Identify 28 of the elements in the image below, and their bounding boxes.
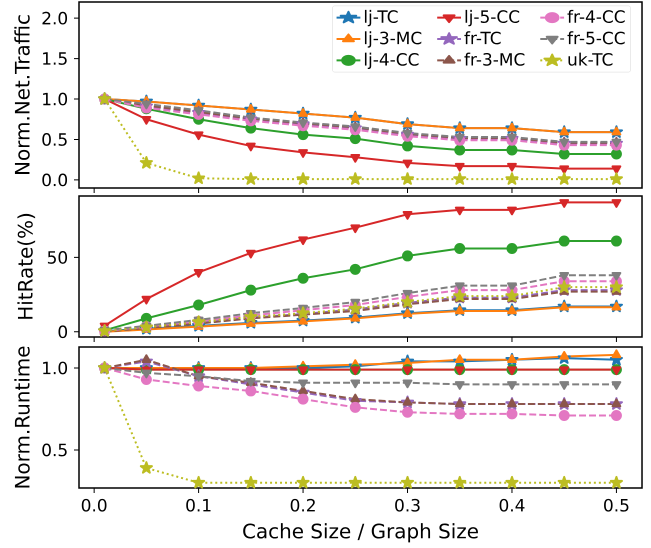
legend-label: uk-TC — [568, 52, 612, 66]
y-tick-label: 1.0 — [43, 92, 68, 106]
y-tick-label: 0.0 — [42, 173, 68, 186]
legend-label: lj-3-MC — [364, 31, 422, 48]
legend-label: fr-TC — [464, 31, 501, 44]
legend-label: lj-4-CC — [364, 52, 418, 70]
x-axis-title: Cache Size / Graph Size — [243, 523, 478, 542]
x-tick-label: 0.1 — [186, 498, 211, 512]
legend-label: fr-4-CC — [567, 10, 625, 23]
x-tick-label: 0.3 — [395, 498, 420, 512]
legend-label: fr-5-CC — [567, 31, 625, 44]
x-tick-label: 0.2 — [290, 498, 315, 512]
y-tick-label: 1.0 — [43, 362, 68, 374]
y-tick-label: 2.0 — [42, 12, 68, 25]
y-tick-label: 0.5 — [42, 444, 67, 456]
legend-label: lj-5-CC — [466, 10, 520, 26]
legend-label: fr-3-MC — [464, 52, 524, 66]
y-axis-title: HitRate(%) — [17, 214, 36, 319]
x-tick-label: 0.4 — [500, 498, 524, 512]
x-tick-label: 0.0 — [82, 498, 106, 512]
y-tick-label: 50 — [48, 250, 68, 264]
y-tick-label: 1.5 — [43, 52, 67, 65]
legend-label: lj-TC — [364, 10, 398, 26]
y-tick-label: 0.5 — [42, 133, 67, 146]
y-tick-label: 0 — [58, 325, 68, 338]
y-axis-title: Norm.Net.Traffic — [14, 15, 30, 174]
y-axis-title: Norm.Runtime — [14, 346, 30, 488]
x-tick-label: 0.5 — [604, 498, 628, 512]
